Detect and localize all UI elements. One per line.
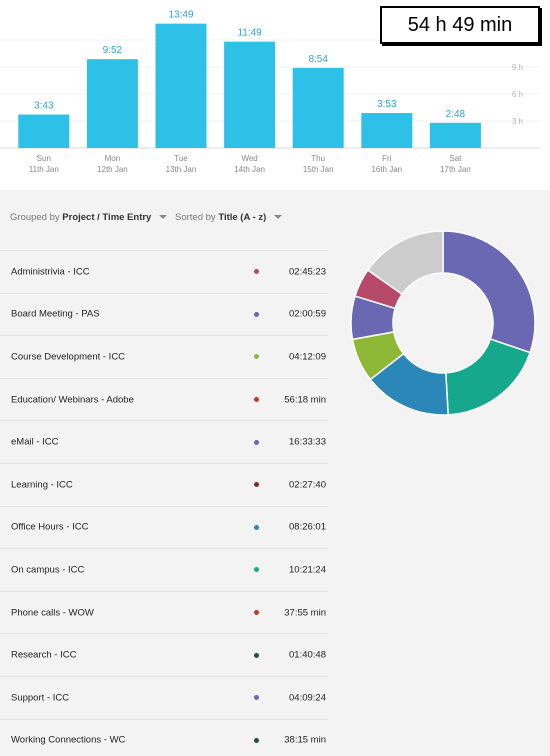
grouping-toolbar: Grouped by Project / Time Entry Sorted b…: [0, 212, 330, 242]
bar-value-label: 8:54: [308, 54, 328, 65]
entry-row[interactable]: Working Connections - WC 38:15 min: [0, 718, 328, 756]
color-dot-icon: [254, 652, 259, 658]
color-dot-icon: [254, 524, 259, 530]
donut-slice[interactable]: [445, 338, 532, 416]
entry-duration: 01:40:48: [289, 649, 326, 661]
entry-title: Course Development - ICC: [11, 351, 126, 363]
color-dot-icon: [254, 397, 259, 403]
bar-tue[interactable]: [155, 23, 207, 148]
bar-wed[interactable]: [224, 41, 276, 148]
bar-value-label: 9:52: [103, 45, 123, 56]
entry-title: Learning - ICC: [11, 479, 73, 491]
y-tick-label: 6 h: [512, 90, 523, 99]
entry-title: Administrivia - ICC: [11, 266, 90, 278]
bar-value-label: 3:43: [34, 101, 54, 112]
group-by-prefix: Grouped by: [10, 212, 60, 223]
entry-row[interactable]: eMail - ICC 16:33:33: [0, 420, 328, 463]
entry-title: On campus - ICC: [11, 564, 85, 576]
entry-duration: 37:55 min: [284, 607, 326, 619]
sort-by-value: Title (A - z): [218, 212, 267, 223]
bar-sun[interactable]: [18, 114, 70, 148]
entry-title: eMail - ICC: [11, 436, 59, 448]
entry-row[interactable]: Board Meeting - PAS 02:00:59: [0, 292, 328, 336]
entry-duration: 04:12:09: [289, 351, 326, 363]
x-tick-day: Thu: [311, 154, 325, 163]
entry-title: Research - ICC: [11, 649, 77, 661]
x-tick-date: 16th Jan: [371, 165, 402, 174]
x-tick-day: Mon: [105, 154, 121, 163]
y-tick-label: 3 h: [512, 117, 523, 126]
x-tick-date: 14th Jan: [234, 165, 265, 174]
entry-title: Phone calls - WOW: [11, 607, 94, 619]
bar-value-label: 11:49: [237, 28, 262, 39]
x-tick-date: 12th Jan: [97, 165, 128, 174]
entry-duration: 02:45:23: [289, 266, 326, 278]
bar-fri[interactable]: [361, 113, 413, 148]
bar-mon[interactable]: [86, 59, 138, 148]
x-tick-date: 13th Jan: [166, 165, 197, 174]
color-dot-icon: [254, 354, 259, 360]
entry-title: Board Meeting - PAS: [11, 308, 100, 320]
group-by-dropdown[interactable]: Grouped by Project / Time Entry: [10, 212, 167, 223]
y-tick-label: 9 h: [512, 63, 523, 72]
color-dot-icon: [254, 482, 259, 488]
chevron-down-icon: [159, 215, 167, 220]
x-tick-date: 17th Jan: [440, 165, 471, 174]
bar-value-label: 3:53: [377, 99, 397, 110]
entry-duration: 16:33:33: [289, 436, 326, 448]
entry-row[interactable]: Course Development - ICC 04:12:09: [0, 335, 328, 378]
donut-slice[interactable]: [442, 230, 536, 354]
entry-row[interactable]: Support - ICC 04:09:24: [0, 675, 328, 719]
x-tick-day: Sat: [449, 154, 462, 163]
total-time: 54 h 49 min: [407, 14, 513, 36]
entry-title: Office Hours - ICC: [11, 521, 89, 533]
donut-chart: [350, 230, 536, 416]
bar-value-label: 13:49: [168, 10, 193, 21]
x-tick-day: Tue: [174, 154, 188, 163]
entry-row[interactable]: Administrivia - ICC 02:45:23: [0, 250, 328, 293]
entry-duration: 38:15 min: [284, 734, 326, 746]
color-dot-icon: [254, 269, 259, 275]
entry-row[interactable]: Phone calls - WOW 37:55 min: [0, 590, 328, 634]
entry-duration: 04:09:24: [289, 692, 326, 704]
color-dot-icon: [254, 439, 259, 445]
color-dot-icon: [254, 737, 259, 743]
donut-slice[interactable]: [366, 230, 444, 296]
sort-by-prefix: Sorted by: [175, 212, 216, 223]
entry-row[interactable]: Education/ Webinars - Adobe 56:18 min: [0, 377, 328, 421]
entry-duration: 10:21:24: [289, 564, 326, 576]
x-tick-date: 11th Jan: [29, 165, 59, 174]
bar-sat[interactable]: [429, 122, 481, 148]
entry-duration: 02:27:40: [289, 479, 326, 491]
sort-by-dropdown[interactable]: Sorted by Title (A - z): [175, 212, 282, 223]
group-by-value: Project / Time Entry: [62, 212, 152, 223]
color-dot-icon: [254, 695, 259, 701]
entry-row[interactable]: Learning - ICC 02:27:40: [0, 462, 328, 506]
bar-thu[interactable]: [292, 67, 344, 148]
entry-duration: 08:26:01: [289, 521, 326, 533]
color-dot-icon: [254, 311, 259, 317]
entry-row[interactable]: Office Hours - ICC 08:26:01: [0, 505, 328, 549]
x-tick-day: Fri: [382, 154, 392, 163]
bar-value-label: 2:48: [446, 109, 466, 120]
x-tick-date: 15th Jan: [303, 165, 334, 174]
x-tick-day: Wed: [241, 154, 257, 163]
total-time-box: 54 h 49 min: [380, 6, 540, 44]
x-tick-day: Sun: [37, 154, 51, 163]
entry-row[interactable]: On campus - ICC 10:21:24: [0, 548, 328, 591]
entry-title: Education/ Webinars - Adobe: [11, 394, 134, 406]
entry-duration: 56:18 min: [284, 394, 326, 406]
entry-row[interactable]: Research - ICC 01:40:48: [0, 633, 328, 676]
entry-title: Support - ICC: [11, 692, 70, 704]
entry-list: Administrivia - ICC 02:45:23 Board Meeting…: [0, 250, 328, 756]
color-dot-icon: [254, 610, 259, 616]
entry-duration: 02:00:59: [289, 308, 326, 320]
entry-title: Working Connections - WC: [11, 734, 126, 746]
color-dot-icon: [254, 567, 259, 573]
chevron-down-icon: [273, 215, 282, 220]
